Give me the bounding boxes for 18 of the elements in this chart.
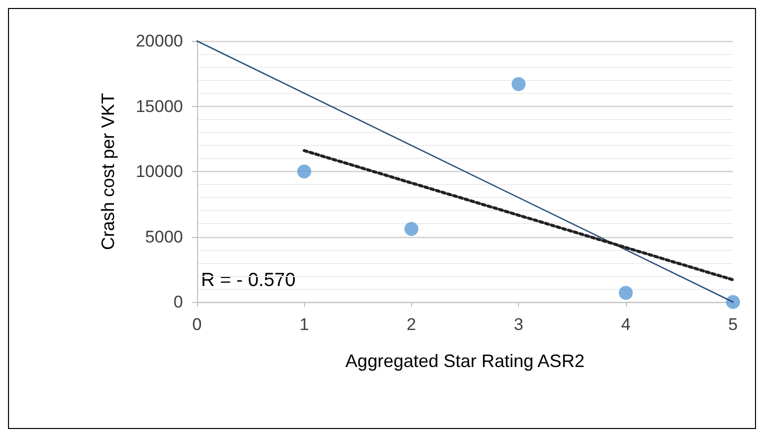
x-tick-label: 3 <box>514 315 524 334</box>
x-tick-label: 5 <box>728 315 738 334</box>
point <box>726 295 740 309</box>
y-axis-title: Crash cost per VKT <box>98 92 118 250</box>
y-tick-label: 5000 <box>145 227 183 246</box>
y-tick-label: 10000 <box>136 162 183 181</box>
point <box>297 164 312 178</box>
point <box>404 222 418 236</box>
point <box>618 286 633 300</box>
x-tick-label: 1 <box>299 315 309 334</box>
y-tick-label: 15000 <box>136 96 183 116</box>
x-tick-label: 4 <box>621 315 631 334</box>
x-tick-label: 0 <box>192 315 202 334</box>
y-tick-label: 0 <box>174 292 183 312</box>
y-tick-label: 20000 <box>136 32 183 50</box>
x-tick-label: 2 <box>406 315 416 334</box>
x-axis-title: Aggregated Star Rating ASR2 <box>345 351 585 371</box>
point <box>512 77 526 92</box>
